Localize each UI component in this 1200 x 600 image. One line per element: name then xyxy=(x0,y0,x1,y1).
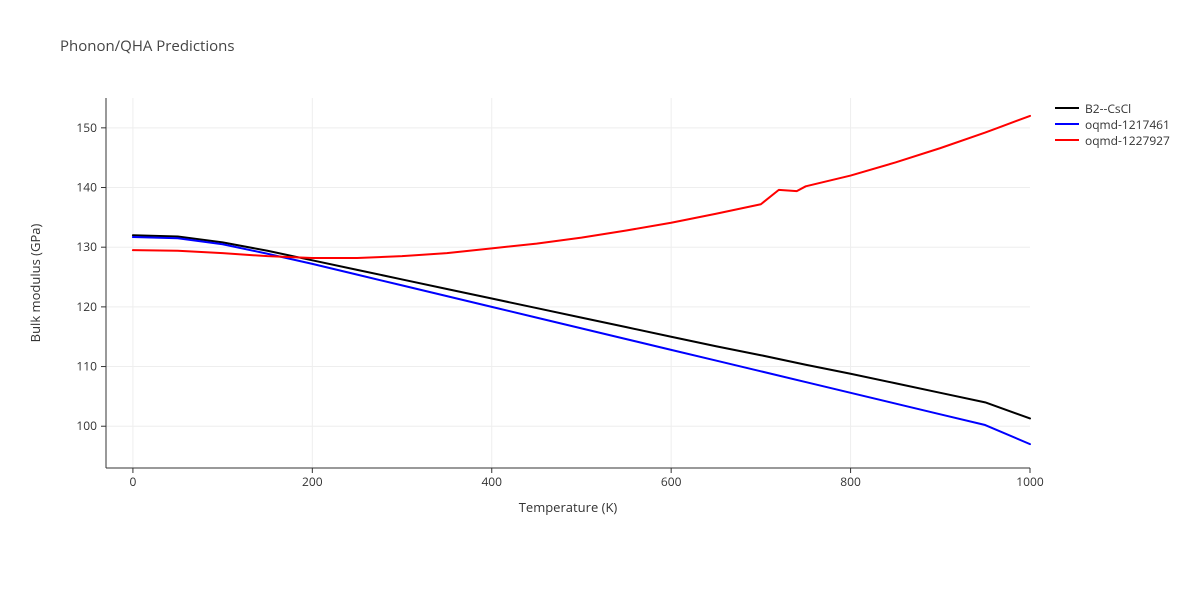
legend-item[interactable]: oqmd-1217461 xyxy=(1055,116,1170,132)
legend-label: B2--CsCl xyxy=(1085,100,1131,117)
svg-text:130: 130 xyxy=(76,238,97,255)
series-line xyxy=(133,235,1030,418)
svg-text:140: 140 xyxy=(76,179,97,196)
legend-item[interactable]: B2--CsCl xyxy=(1055,100,1170,116)
svg-text:Bulk modulus (GPa): Bulk modulus (GPa) xyxy=(26,224,44,343)
svg-text:1000: 1000 xyxy=(1016,473,1044,490)
series-line xyxy=(133,237,1030,444)
legend-swatch xyxy=(1055,139,1079,141)
legend-label: oqmd-1217461 xyxy=(1085,116,1170,133)
series-line xyxy=(133,116,1030,258)
legend: B2--CsCloqmd-1217461oqmd-1227927 xyxy=(1055,100,1170,148)
legend-item[interactable]: oqmd-1227927 xyxy=(1055,132,1170,148)
legend-label: oqmd-1227927 xyxy=(1085,132,1170,149)
legend-swatch xyxy=(1055,123,1079,125)
svg-text:Temperature (K): Temperature (K) xyxy=(519,498,618,516)
svg-text:600: 600 xyxy=(661,473,682,490)
chart-title: Phonon/QHA Predictions xyxy=(60,36,235,56)
chart-container: Phonon/QHA Predictions 0 200 400 600 800 1000… xyxy=(0,0,1200,600)
svg-text:200: 200 xyxy=(302,473,323,490)
legend-swatch xyxy=(1055,107,1079,109)
plot-area: 02004006008001000100110120130140150Tempe… xyxy=(80,90,1040,520)
svg-text:120: 120 xyxy=(76,298,97,315)
svg-text:400: 400 xyxy=(481,473,502,490)
svg-text:150: 150 xyxy=(76,119,97,136)
svg-text:0: 0 xyxy=(129,473,136,490)
svg-text:110: 110 xyxy=(76,358,97,375)
svg-text:100: 100 xyxy=(76,417,97,434)
svg-text:800: 800 xyxy=(840,473,861,490)
chart-svg: 02004006008001000100110120130140150Tempe… xyxy=(80,90,1040,520)
